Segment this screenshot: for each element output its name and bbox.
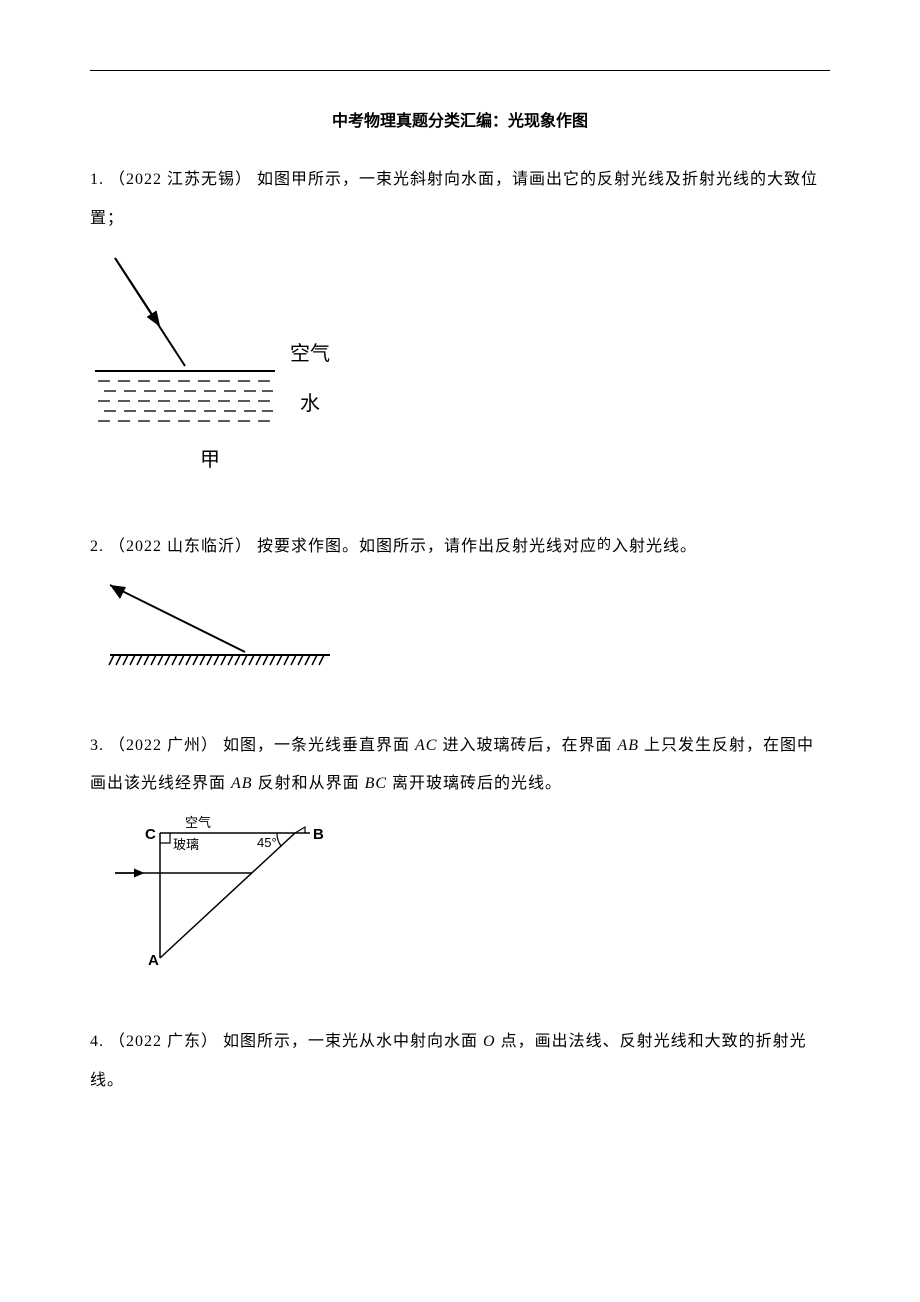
q3-t0: 如图，一条光线垂直界面 <box>223 737 415 754</box>
label-jia: 甲 <box>200 449 220 471</box>
figure-3: 空气 玻璃 45° C B A <box>110 813 830 973</box>
question-2: 2. （2022 山东临沂） 按要求作图。如图所示，请作出反射光线对应的入射光线… <box>90 528 830 676</box>
label-45: 45° <box>257 835 277 850</box>
q4-number: 4. <box>90 1033 104 1050</box>
label-air-3: 空气 <box>185 815 211 830</box>
q2-body-b: 的 <box>597 538 612 553</box>
q2-body-c: 入射光线。 <box>612 538 697 555</box>
figure-1-svg: 空气 水 甲 <box>90 248 340 478</box>
question-4: 4. （2022 广东） 如图所示，一束光从水中射向水面 O 点，画出法线、反射… <box>90 1023 830 1100</box>
question-1: 1. （2022 江苏无锡） 如图甲所示，一束光斜射向水面，请画出它的反射光线及… <box>90 161 830 478</box>
q3-number: 3. <box>90 737 104 754</box>
q1-source: （2022 江苏无锡） <box>109 171 252 188</box>
q3-t5: AB <box>231 775 253 792</box>
q2-source: （2022 山东临沂） <box>109 538 252 555</box>
label-air: 空气 <box>290 342 330 365</box>
figure-1: 空气 水 甲 <box>90 248 830 478</box>
q4-t1: O <box>483 1033 496 1050</box>
figure-2 <box>90 577 830 677</box>
q2-number: 2. <box>90 538 104 555</box>
q4-source: （2022 广东） <box>109 1033 218 1050</box>
label-glass-3: 玻璃 <box>173 837 199 852</box>
q3-t1: AC <box>415 737 437 754</box>
q4-t0: 如图所示，一束光从水中射向水面 <box>223 1033 483 1050</box>
question-4-text: 4. （2022 广东） 如图所示，一束光从水中射向水面 O 点，画出法线、反射… <box>90 1023 830 1100</box>
document-title: 中考物理真题分类汇编：光现象作图 <box>90 111 830 133</box>
q3-t6: 反射和从界面 <box>253 775 365 792</box>
label-A: A <box>148 952 159 969</box>
question-3-text: 3. （2022 广州） 如图，一条光线垂直界面 AC 进入玻璃砖后，在界面 A… <box>90 727 830 804</box>
figure-2-svg <box>90 577 340 677</box>
q3-t3: AB <box>618 737 640 754</box>
q3-t8: 离开玻璃砖后的光线。 <box>387 775 562 792</box>
label-B: B <box>313 826 324 843</box>
question-1-text: 1. （2022 江苏无锡） 如图甲所示，一束光斜射向水面，请画出它的反射光线及… <box>90 161 830 238</box>
q3-t7: BC <box>365 775 387 792</box>
q2-body-a: 按要求作图。如图所示，请作出反射光线对应 <box>257 538 597 555</box>
q1-number: 1. <box>90 171 104 188</box>
question-3: 3. （2022 广州） 如图，一条光线垂直界面 AC 进入玻璃砖后，在界面 A… <box>90 727 830 974</box>
q3-source: （2022 广州） <box>109 737 218 754</box>
label-water: 水 <box>300 392 320 415</box>
q3-t2: 进入玻璃砖后，在界面 <box>437 737 617 754</box>
figure-3-svg: 空气 玻璃 45° C B A <box>110 813 330 973</box>
label-C: C <box>145 826 156 843</box>
question-2-text: 2. （2022 山东临沂） 按要求作图。如图所示，请作出反射光线对应的入射光线… <box>90 528 830 566</box>
